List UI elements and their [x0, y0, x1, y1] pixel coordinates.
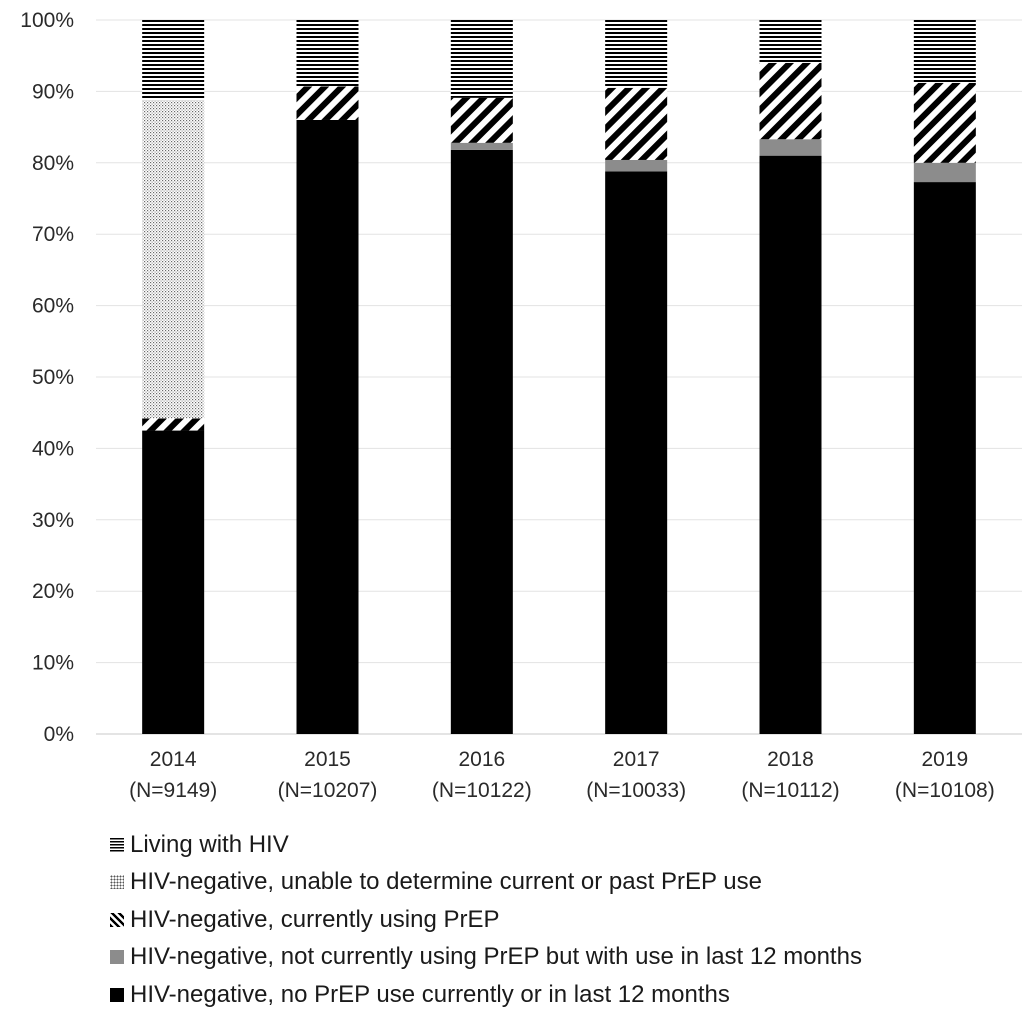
- bar-segment: [605, 87, 668, 160]
- legend-item: HIV-negative, not currently using PrEP b…: [110, 939, 862, 977]
- legend-swatch: [110, 950, 124, 965]
- y-tick-label: 70%: [32, 223, 74, 246]
- bar-segment: [450, 142, 513, 150]
- bar-segment: [450, 97, 513, 143]
- legend-swatch: [110, 837, 124, 852]
- y-axis: 0% 10% 20% 30% 40% 50% 60% 70% 80% 90% 100%: [20, 9, 74, 746]
- legend-label: Living with HIV: [130, 830, 289, 858]
- bar-segment: [142, 430, 205, 734]
- x-tick-label: 2018: [767, 748, 814, 771]
- bar-segment: [913, 20, 976, 83]
- legend-item: HIV-negative, currently using PrEP: [110, 901, 862, 939]
- legend-label: HIV-negative, unable to determine curren…: [130, 868, 762, 896]
- bar-segment: [142, 99, 205, 419]
- y-tick-label: 40%: [32, 437, 74, 460]
- legend: Living with HIV HIV-negative, unable to d…: [110, 826, 862, 1014]
- y-tick-label: 30%: [32, 509, 74, 532]
- y-tick-label: 50%: [32, 366, 74, 389]
- legend-swatch: [110, 875, 124, 890]
- bar-segment: [605, 159, 668, 172]
- y-tick-label: 0%: [44, 723, 74, 746]
- x-tick-sublabel: (N=10033): [586, 779, 686, 802]
- y-tick-label: 80%: [32, 152, 74, 175]
- bar-segment: [450, 20, 513, 98]
- bar-segment: [913, 162, 976, 183]
- legend-item: HIV-negative, no PrEP use currently or i…: [110, 976, 862, 1014]
- y-tick-label: 60%: [32, 295, 74, 318]
- legend-swatch: [110, 987, 124, 1002]
- x-tick-sublabel: (N=9149): [129, 779, 217, 802]
- x-tick-label: 2015: [304, 748, 351, 771]
- y-tick-label: 100%: [20, 9, 74, 32]
- bars: [142, 20, 976, 735]
- bar-segment: [759, 155, 822, 734]
- legend-label: HIV-negative, currently using PrEP: [130, 905, 500, 933]
- gridlines: [96, 19, 1022, 735]
- bar-segment: [913, 82, 976, 163]
- bar-segment: [759, 139, 822, 156]
- y-tick-label: 10%: [32, 652, 74, 675]
- x-axis: 2014 (N=9149) 2015 (N=10207) 2016 (N=10122) 20…: [129, 748, 995, 802]
- x-tick-label: 2017: [613, 748, 660, 771]
- x-tick-sublabel: (N=10122): [432, 779, 532, 802]
- bar-segment: [142, 20, 205, 100]
- bar-segment: [605, 20, 668, 88]
- x-tick-sublabel: (N=10108): [895, 779, 995, 802]
- x-tick-sublabel: (N=10112): [741, 779, 839, 802]
- bar-segment: [296, 20, 359, 87]
- y-tick-label: 90%: [32, 80, 74, 103]
- legend-label: HIV-negative, no PrEP use currently or i…: [130, 980, 730, 1008]
- bar-segment: [759, 20, 822, 63]
- y-tick-label: 20%: [32, 580, 74, 603]
- x-tick-label: 2019: [921, 748, 968, 771]
- bar-segment: [450, 149, 513, 734]
- legend-swatch: [110, 912, 124, 927]
- bar-segment: [296, 86, 359, 120]
- bar-segment: [913, 182, 976, 734]
- x-tick-label: 2016: [458, 748, 505, 771]
- bar-segment: [605, 171, 668, 735]
- x-tick-sublabel: (N=10207): [278, 779, 378, 802]
- x-tick-label: 2014: [150, 748, 197, 771]
- legend-item: HIV-negative, unable to determine curren…: [110, 864, 862, 902]
- stacked-bar-chart: 0% 10% 20% 30% 40% 50% 60% 70% 80% 90% 100% 2014 (N…: [20, 9, 1022, 802]
- bar-segment: [142, 418, 205, 431]
- legend-label: HIV-negative, not currently using PrEP b…: [130, 943, 862, 971]
- legend-item: Living with HIV: [110, 826, 862, 864]
- bar-segment: [296, 119, 359, 734]
- bar-segment: [759, 62, 822, 140]
